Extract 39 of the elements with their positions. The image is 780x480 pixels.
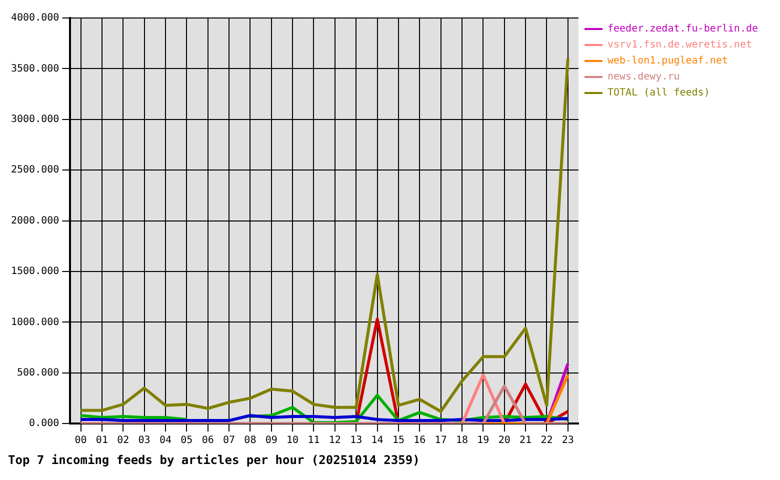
x-tick-label: 14 — [371, 435, 384, 446]
x-tick-label: 11 — [308, 435, 320, 446]
x-tick-label: 01 — [96, 435, 108, 446]
x-tick-label: 15 — [392, 435, 404, 446]
y-tick-label: 2500.000 — [10, 164, 60, 176]
x-tick-label: 06 — [202, 435, 214, 446]
x-tick-label: 07 — [222, 435, 236, 446]
y-tick-label: 3000.000 — [10, 114, 60, 125]
x-tick-label: 08 — [244, 435, 256, 446]
x-tick-label: 20 — [498, 435, 510, 446]
x-tick-label: 13 — [350, 435, 362, 446]
x-tick-label: 00 — [74, 435, 87, 446]
x-tick-label: 22 — [540, 435, 553, 446]
x-tick-label: 23 — [562, 435, 574, 446]
y-tick-label: 1000.000 — [10, 316, 60, 328]
y-tick-label: 4000.000 — [10, 12, 60, 24]
x-tick-label: 09 — [265, 435, 278, 446]
y-tick-label: 0.000 — [29, 418, 60, 430]
x-tick-label: 10 — [286, 435, 299, 446]
y-tick-label: 2000.000 — [10, 215, 60, 226]
legend-label: web-lon1.pugleaf.net — [607, 56, 728, 67]
x-tick-label: 21 — [520, 435, 532, 446]
legend-label: TOTAL (all feeds) — [607, 88, 710, 99]
x-tick-label: 19 — [477, 435, 490, 446]
legend-label: feeder.zedat.fu-berlin.de — [607, 24, 758, 35]
x-tick-label: 03 — [138, 435, 150, 446]
legend-label: news.dewy.ru — [607, 72, 680, 83]
x-tick-label: 17 — [434, 435, 447, 446]
x-tick-label: 12 — [328, 435, 341, 446]
x-tick-label: 18 — [456, 435, 468, 446]
x-tick-label: 16 — [414, 435, 426, 446]
text: Top 7 incoming feeds by articles per hour (20251014 2359) — [8, 452, 420, 467]
y-tick-label: 1500.000 — [10, 266, 60, 278]
y-tick-label: 3500.000 — [10, 63, 60, 74]
x-tick-label: 05 — [180, 435, 193, 446]
legend-label: vsrv1.fsn.de.weretis.net — [607, 40, 752, 51]
x-tick-label: 04 — [159, 435, 172, 446]
x-tick-label: 02 — [117, 435, 130, 446]
y-tick-label: 500.000 — [17, 367, 60, 378]
